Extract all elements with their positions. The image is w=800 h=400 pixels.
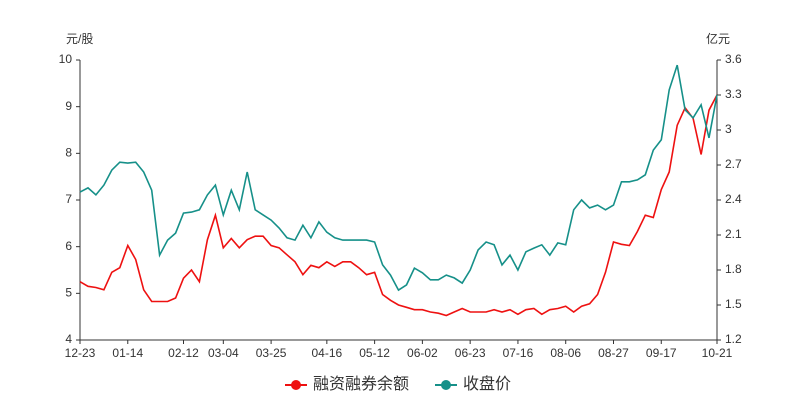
y2-tick-label: 2.4 <box>725 192 742 206</box>
x-tick-label: 03-04 <box>208 346 239 360</box>
x-tick-label: 06-02 <box>407 346 438 360</box>
y2-tick-label: 2.7 <box>725 157 742 171</box>
legend-swatch[interactable] <box>291 380 301 390</box>
y2-tick-label: 3 <box>725 122 732 136</box>
y2-tick-label: 1.2 <box>725 332 742 346</box>
x-tick-label: 06-23 <box>455 346 486 360</box>
y-tick-label: 8 <box>65 146 72 160</box>
x-tick-label: 07-16 <box>503 346 534 360</box>
y-tick-label: 10 <box>59 52 73 66</box>
x-tick-label: 10-21 <box>702 346 733 360</box>
y2-axis-label: 亿元 <box>706 31 730 46</box>
x-tick-label: 09-17 <box>646 346 677 360</box>
y2-tick-label: 2.1 <box>725 227 742 241</box>
series-line <box>79 94 718 317</box>
y-tick-label: 6 <box>65 239 72 253</box>
x-tick-label: 12-23 <box>65 346 96 360</box>
y-axis-label: 元/股 <box>66 32 93 46</box>
x-tick-label: 01-14 <box>112 346 143 360</box>
legend-label[interactable]: 收盘价 <box>463 374 511 393</box>
y2-tick-label: 3.6 <box>725 52 742 66</box>
x-tick-label: 03-25 <box>256 346 287 360</box>
x-tick-label: 08-06 <box>550 346 581 360</box>
y2-tick-label: 1.8 <box>725 262 742 276</box>
y2-tick-label: 1.5 <box>725 297 742 311</box>
x-tick-label: 08-27 <box>598 346 629 360</box>
y-tick-label: 7 <box>65 192 72 206</box>
y2-tick-label: 3.3 <box>725 87 742 101</box>
x-tick-label: 04-16 <box>311 346 342 360</box>
legend-label[interactable]: 融资融券余额 <box>313 374 409 393</box>
series-line <box>79 64 718 292</box>
legend-swatch[interactable] <box>441 380 451 390</box>
y-tick-label: 4 <box>65 332 72 346</box>
x-tick-label: 05-12 <box>359 346 390 360</box>
y-tick-label: 5 <box>65 286 72 300</box>
y-tick-label: 9 <box>65 99 72 113</box>
x-tick-label: 02-12 <box>168 346 199 360</box>
